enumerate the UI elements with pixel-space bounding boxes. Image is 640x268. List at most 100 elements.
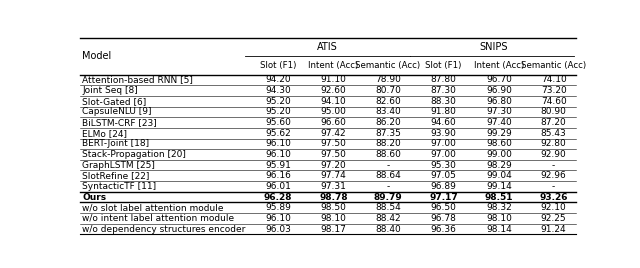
Text: 92.90: 92.90 — [541, 150, 566, 159]
Text: 96.16: 96.16 — [265, 171, 291, 180]
Text: Attention-based RNN [5]: Attention-based RNN [5] — [83, 75, 193, 84]
Text: 95.89: 95.89 — [265, 203, 291, 212]
Text: 96.10: 96.10 — [265, 214, 291, 223]
Text: w/o dependency structures encoder: w/o dependency structures encoder — [83, 225, 246, 234]
Text: Slot (F1): Slot (F1) — [260, 61, 296, 70]
Text: Stack-Propagation [20]: Stack-Propagation [20] — [83, 150, 186, 159]
Text: 96.01: 96.01 — [265, 182, 291, 191]
Text: 96.70: 96.70 — [486, 75, 512, 84]
Text: 96.28: 96.28 — [264, 193, 292, 202]
Text: 83.40: 83.40 — [375, 107, 401, 116]
Text: Joint Seq [8]: Joint Seq [8] — [83, 86, 138, 95]
Text: 92.60: 92.60 — [321, 86, 346, 95]
Text: 96.10: 96.10 — [265, 150, 291, 159]
Text: Slot-Gated [6]: Slot-Gated [6] — [83, 97, 147, 106]
Text: 95.00: 95.00 — [321, 107, 346, 116]
Text: w/o intent label attention module: w/o intent label attention module — [83, 214, 235, 223]
Text: 80.70: 80.70 — [375, 86, 401, 95]
Text: 95.91: 95.91 — [265, 161, 291, 170]
Text: 88.42: 88.42 — [375, 214, 401, 223]
Text: 91.10: 91.10 — [321, 75, 346, 84]
Text: Slot (F1): Slot (F1) — [426, 61, 461, 70]
Text: 97.42: 97.42 — [321, 129, 346, 138]
Text: 96.03: 96.03 — [265, 225, 291, 234]
Text: 98.17: 98.17 — [321, 225, 346, 234]
Text: 97.05: 97.05 — [431, 171, 456, 180]
Text: 80.90: 80.90 — [541, 107, 566, 116]
Text: 73.20: 73.20 — [541, 86, 566, 95]
Text: 88.40: 88.40 — [375, 225, 401, 234]
Text: SNIPS: SNIPS — [479, 42, 508, 53]
Text: 88.54: 88.54 — [375, 203, 401, 212]
Text: SyntacticTF [11]: SyntacticTF [11] — [83, 182, 157, 191]
Text: 88.60: 88.60 — [375, 150, 401, 159]
Text: 88.64: 88.64 — [375, 171, 401, 180]
Text: 87.80: 87.80 — [431, 75, 456, 84]
Text: Semantic (Acc): Semantic (Acc) — [521, 61, 586, 70]
Text: 74.10: 74.10 — [541, 75, 566, 84]
Text: 97.30: 97.30 — [486, 107, 512, 116]
Text: w/o slot label attention module: w/o slot label attention module — [83, 203, 224, 212]
Text: SlotRefine [22]: SlotRefine [22] — [83, 171, 150, 180]
Text: 94.10: 94.10 — [321, 97, 346, 106]
Text: 85.43: 85.43 — [541, 129, 566, 138]
Text: 78.90: 78.90 — [375, 75, 401, 84]
Text: GraphLSTM [25]: GraphLSTM [25] — [83, 161, 156, 170]
Text: 92.96: 92.96 — [541, 171, 566, 180]
Text: 98.10: 98.10 — [486, 214, 512, 223]
Text: 87.35: 87.35 — [375, 129, 401, 138]
Text: 88.30: 88.30 — [431, 97, 456, 106]
Text: -: - — [387, 161, 390, 170]
Text: 97.40: 97.40 — [486, 118, 512, 127]
Text: 92.80: 92.80 — [541, 139, 566, 148]
Text: 91.80: 91.80 — [431, 107, 456, 116]
Text: 98.10: 98.10 — [321, 214, 346, 223]
Text: 98.32: 98.32 — [486, 203, 512, 212]
Text: 98.14: 98.14 — [486, 225, 512, 234]
Text: 97.00: 97.00 — [431, 139, 456, 148]
Text: 86.20: 86.20 — [375, 118, 401, 127]
Text: 96.89: 96.89 — [431, 182, 456, 191]
Text: 94.60: 94.60 — [431, 118, 456, 127]
Text: 97.74: 97.74 — [321, 171, 346, 180]
Text: 93.90: 93.90 — [431, 129, 456, 138]
Text: 74.60: 74.60 — [541, 97, 566, 106]
Text: 98.60: 98.60 — [486, 139, 512, 148]
Text: 96.50: 96.50 — [431, 203, 456, 212]
Text: 96.10: 96.10 — [265, 139, 291, 148]
Text: 88.20: 88.20 — [375, 139, 401, 148]
Text: ATIS: ATIS — [317, 42, 338, 53]
Text: ELMo [24]: ELMo [24] — [83, 129, 127, 138]
Text: -: - — [552, 161, 556, 170]
Text: BERT-Joint [18]: BERT-Joint [18] — [83, 139, 150, 148]
Text: 96.78: 96.78 — [431, 214, 456, 223]
Text: 98.29: 98.29 — [486, 161, 512, 170]
Text: 97.00: 97.00 — [431, 150, 456, 159]
Text: 94.30: 94.30 — [265, 86, 291, 95]
Text: 96.80: 96.80 — [486, 97, 512, 106]
Text: Intent (Acc): Intent (Acc) — [308, 61, 358, 70]
Text: 87.20: 87.20 — [541, 118, 566, 127]
Text: 98.78: 98.78 — [319, 193, 348, 202]
Text: 96.60: 96.60 — [321, 118, 346, 127]
Text: 92.10: 92.10 — [541, 203, 566, 212]
Text: 95.20: 95.20 — [265, 97, 291, 106]
Text: 97.50: 97.50 — [321, 139, 346, 148]
Text: Intent (Acc): Intent (Acc) — [474, 61, 524, 70]
Text: 99.04: 99.04 — [486, 171, 512, 180]
Text: 91.24: 91.24 — [541, 225, 566, 234]
Text: 97.20: 97.20 — [321, 161, 346, 170]
Text: -: - — [552, 182, 556, 191]
Text: 95.60: 95.60 — [265, 118, 291, 127]
Text: 87.30: 87.30 — [431, 86, 456, 95]
Text: 98.50: 98.50 — [321, 203, 346, 212]
Text: 94.20: 94.20 — [265, 75, 291, 84]
Text: 99.29: 99.29 — [486, 129, 512, 138]
Text: 95.62: 95.62 — [265, 129, 291, 138]
Text: 97.31: 97.31 — [321, 182, 346, 191]
Text: 95.20: 95.20 — [265, 107, 291, 116]
Text: 96.90: 96.90 — [486, 86, 512, 95]
Text: 89.79: 89.79 — [374, 193, 403, 202]
Text: 97.50: 97.50 — [321, 150, 346, 159]
Text: Ours: Ours — [83, 193, 107, 202]
